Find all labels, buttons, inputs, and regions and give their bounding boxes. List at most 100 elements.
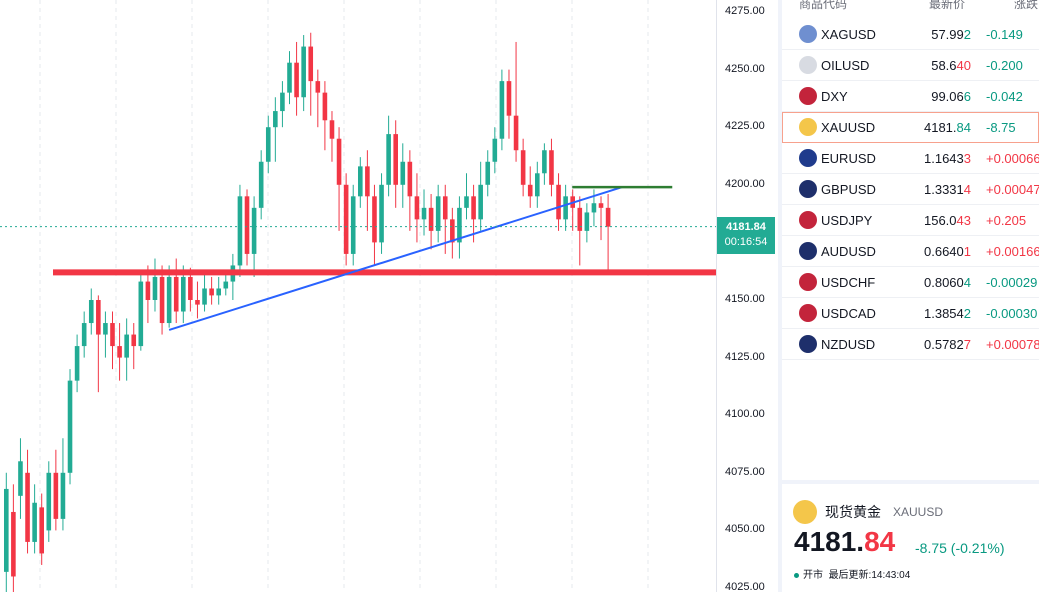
candle-body	[273, 111, 278, 128]
watchlist-symbol: GBPUSD	[821, 182, 876, 197]
watchlist-row-usdchf[interactable]: USDCHF 0.80604 -0.00029	[782, 267, 1039, 298]
candle-body	[485, 161, 491, 185]
candle-body	[88, 300, 94, 324]
candle-body	[605, 207, 611, 227]
price-tick-label: 4225.00	[725, 120, 765, 133]
candle-body	[216, 288, 221, 296]
candle-body	[513, 115, 519, 151]
candle-body	[372, 196, 377, 243]
watchlist-row-xagusd[interactable]: XAGUSD 57.992 -0.149	[782, 19, 1039, 50]
watchlist-last-price: 57.992	[931, 27, 971, 42]
candle-body	[407, 161, 413, 197]
detail-symbol-code: XAUUSD	[893, 505, 944, 519]
candle-body	[563, 196, 568, 220]
candle-body	[520, 150, 526, 185]
bar-countdown-label: 00:16:54	[724, 236, 768, 248]
candle-body	[442, 196, 448, 220]
gold-icon	[793, 500, 817, 524]
watchlist-row-eurusd[interactable]: EURUSD 1.16433 +0.00066	[782, 143, 1039, 174]
header-change[interactable]: 涨跌	[1014, 0, 1039, 11]
watchlist-row-gbpusd[interactable]: GBPUSD 1.33314 +0.00047	[782, 174, 1039, 205]
us-flag-icon	[799, 304, 817, 322]
last-price-tail: 2	[963, 27, 971, 42]
candle-body	[542, 150, 547, 174]
candle-body	[159, 276, 165, 324]
watchlist-symbol: XAUUSD	[821, 120, 876, 135]
eu-flag-icon	[799, 149, 817, 167]
last-price-tail: 7	[963, 337, 971, 352]
us-flag-icon	[799, 87, 817, 105]
watchlist-row-usdcad[interactable]: USDCAD 1.38542 -0.00030	[782, 298, 1039, 329]
candle-body	[414, 196, 420, 220]
last-price-tail: 84	[956, 120, 971, 135]
last-price-tail: 40	[956, 58, 971, 73]
watchlist-change: +0.00166	[986, 244, 1039, 259]
watchlist-change: +0.00078	[986, 337, 1039, 352]
candle-body	[386, 134, 391, 185]
panel-divider[interactable]	[778, 0, 782, 592]
watchlist-change: -0.00030	[986, 306, 1038, 321]
last-price-tail: 3	[963, 151, 971, 166]
detail-symbol-name: 现货黄金	[825, 504, 881, 520]
candle-body	[4, 488, 9, 572]
candlestick-chart[interactable]	[0, 0, 716, 597]
watchlist-row-nzdusd[interactable]: NZDUSD 0.57827 +0.00078	[782, 329, 1039, 360]
watchlist-last-price: 4181.84	[924, 120, 971, 135]
candle-body	[145, 281, 151, 300]
watchlist-symbol: USDCAD	[821, 306, 876, 321]
watchlist-row-xauusd[interactable]: XAUUSD 4181.84 -8.75	[782, 112, 1039, 143]
watchlist-change: -0.00029	[986, 275, 1038, 290]
price-tick-label: 4050.00	[725, 523, 765, 536]
candle-body	[110, 323, 115, 347]
market-open-dot-icon	[794, 572, 799, 578]
candle-body	[74, 346, 80, 381]
watchlist-change: -8.75	[986, 120, 1016, 135]
watchlist-last-price: 1.33314	[924, 182, 971, 197]
watchlist-change: +0.00066	[986, 151, 1039, 166]
price-axis[interactable]: 4275.004250.004225.004200.004175.004150.…	[716, 0, 779, 593]
candle-body	[393, 134, 398, 185]
candle-body	[350, 196, 356, 254]
last-price-main: 1.1643	[924, 151, 964, 166]
candle-body	[598, 203, 604, 208]
watchlist-change: +0.00047	[986, 182, 1039, 197]
price-tick-label: 4200.00	[725, 177, 765, 190]
chart-canvas[interactable]	[0, 0, 716, 597]
candle-body	[251, 207, 257, 254]
candle-body	[265, 127, 271, 162]
trendline	[168, 186, 623, 331]
price-tick-label: 4250.00	[725, 62, 765, 75]
candle-body	[25, 472, 30, 542]
candle-body	[478, 184, 483, 220]
candle-body	[527, 184, 533, 197]
candle-body	[499, 81, 505, 139]
detail-change: -8.75 (-0.21%)	[915, 540, 1005, 556]
watchlist-last-price: 0.57827	[924, 337, 971, 352]
price-tick-label: 4100.00	[725, 408, 765, 421]
candle-body	[181, 276, 186, 312]
candle-body	[535, 173, 540, 197]
au-flag-icon	[799, 242, 817, 260]
candle-body	[258, 161, 264, 208]
candle-body	[244, 196, 250, 254]
candle-body	[428, 207, 434, 231]
watchlist-row-oilusd[interactable]: OILUSD 58.640 -0.200	[782, 50, 1039, 81]
candle-body	[365, 166, 370, 197]
watchlist-header: 商品代码 最新价 涨跌	[782, 0, 1039, 12]
watchlist-last-price: 1.16433	[924, 151, 971, 166]
header-last[interactable]: 最新价	[929, 0, 966, 11]
candle-body	[358, 166, 363, 197]
candle-body	[39, 507, 44, 554]
last-price-main: 4181.	[923, 120, 957, 135]
watchlist-row-usdjpy[interactable]: USDJPY 156.043 +0.205	[782, 205, 1039, 236]
watchlist-row-dxy[interactable]: DXY 99.066 -0.042	[782, 81, 1039, 112]
detail-price: 4181.84	[794, 526, 895, 558]
candle-body	[124, 334, 129, 358]
candle-body	[18, 461, 23, 496]
watchlist-row-audusd[interactable]: AUDUSD 0.66401 +0.00166	[782, 236, 1039, 267]
candle-body	[471, 196, 476, 220]
watchlist-last-price: 58.640	[931, 58, 971, 73]
candle-body	[173, 276, 179, 312]
header-symbol[interactable]: 商品代码	[799, 0, 848, 11]
candle-body	[188, 276, 193, 300]
